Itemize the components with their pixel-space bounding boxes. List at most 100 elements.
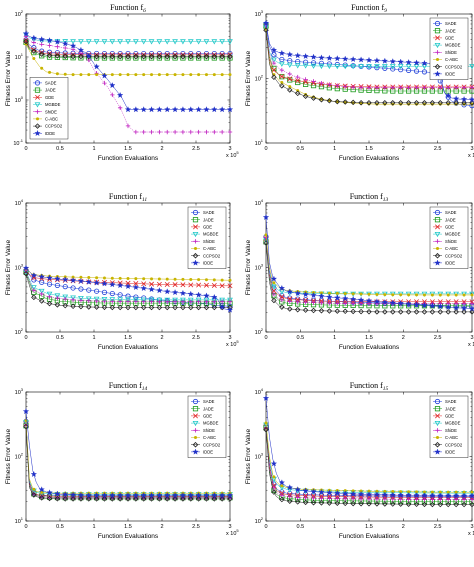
data-point (30, 285, 37, 291)
data-point (85, 52, 92, 59)
data-point (286, 51, 293, 58)
data-point (335, 291, 339, 295)
data-point (22, 264, 30, 271)
data-point (279, 304, 285, 310)
data-point (165, 129, 170, 135)
data-point (295, 74, 300, 80)
x-tick-label: 0 (264, 524, 267, 530)
data-point (62, 294, 69, 300)
data-point (109, 297, 116, 303)
data-point (195, 291, 202, 298)
data-point (350, 64, 357, 70)
legend-marker (434, 63, 441, 70)
data-point (470, 293, 474, 297)
data-point (310, 488, 317, 495)
legend-marker (34, 130, 41, 136)
y-axis-label: Fitness Error Value (245, 429, 252, 485)
x-tick-label: 0 (24, 146, 27, 152)
data-point (38, 495, 45, 501)
data-point (270, 460, 278, 467)
chart-panel-6: Function f15 0 0.5 1 1.5 2 2.5 3x 105 102 103 104 F… (245, 381, 474, 540)
data-point (39, 53, 45, 59)
legend-marker (435, 224, 440, 230)
legend-marker (34, 102, 41, 108)
data-point (358, 85, 364, 90)
data-point (302, 499, 309, 506)
data-point (294, 499, 301, 505)
data-point (271, 284, 277, 290)
data-point (38, 36, 45, 43)
data-point (211, 106, 218, 113)
data-point (156, 39, 163, 45)
data-point (278, 479, 285, 486)
data-point (55, 44, 60, 49)
data-point (415, 490, 419, 494)
data-point (302, 93, 309, 100)
y-tick-label: 103 (255, 263, 264, 272)
data-point (126, 277, 130, 281)
data-point (156, 55, 162, 61)
data-point (142, 277, 146, 281)
data-point (180, 297, 186, 303)
legend-marker (193, 428, 198, 433)
data-point (366, 301, 372, 306)
data-point (469, 64, 474, 70)
legend-marker (434, 217, 441, 223)
data-point (117, 496, 123, 502)
data-point (197, 278, 201, 282)
data-point (109, 290, 115, 297)
data-point (101, 55, 108, 61)
data-point (203, 53, 210, 60)
x-tick-label: 2 (402, 335, 405, 341)
data-point (468, 96, 474, 103)
data-point (287, 296, 293, 302)
data-point (125, 299, 131, 304)
y-tick-label: 102 (255, 327, 264, 336)
data-point (149, 299, 154, 304)
data-point (46, 49, 53, 55)
y-tick-label: 100 (15, 95, 24, 104)
data-point (318, 63, 325, 70)
data-point (358, 64, 364, 70)
legend-label: SADE (45, 81, 57, 86)
data-point (54, 293, 61, 299)
data-point (350, 308, 356, 315)
data-point (279, 496, 285, 503)
data-point (342, 490, 349, 497)
data-point (38, 288, 45, 295)
data-point (204, 129, 209, 135)
data-point (374, 496, 380, 502)
data-point (110, 73, 114, 77)
chart-title: Function f9 (351, 3, 387, 14)
data-point (39, 291, 44, 297)
legend-label: MGBDE (445, 43, 461, 48)
data-point (358, 496, 364, 502)
data-point (140, 53, 147, 60)
data-point (288, 85, 292, 89)
data-point (62, 491, 69, 498)
data-point (109, 281, 116, 288)
data-point (148, 496, 155, 502)
x-multiplier: x 105 (226, 150, 239, 159)
x-tick-label: 2.5 (434, 524, 442, 530)
data-point (335, 83, 340, 88)
data-point (47, 43, 52, 48)
data-point (54, 38, 61, 45)
data-point (109, 492, 116, 498)
data-point (405, 59, 412, 65)
data-point (110, 92, 115, 98)
data-point (429, 100, 436, 106)
legend-marker (435, 239, 440, 244)
data-point (453, 85, 459, 90)
data-point (264, 421, 268, 425)
x-tick-label: 1 (92, 335, 95, 341)
data-point (203, 106, 210, 113)
data-point (334, 489, 341, 496)
legend-label: C-ABC (203, 246, 216, 251)
series-line (265, 241, 472, 307)
data-point (302, 487, 309, 494)
data-point (55, 295, 60, 301)
data-point (195, 496, 202, 502)
data-point (272, 475, 276, 479)
data-point (179, 492, 187, 498)
